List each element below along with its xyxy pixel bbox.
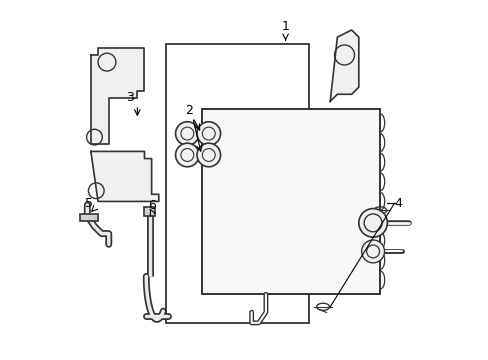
Bar <box>80 214 98 221</box>
Text: 2: 2 <box>185 104 193 117</box>
Text: 1: 1 <box>281 20 289 33</box>
Text: 3: 3 <box>126 91 134 104</box>
Circle shape <box>361 240 384 263</box>
Circle shape <box>175 143 199 167</box>
Circle shape <box>175 122 199 145</box>
Circle shape <box>358 208 386 237</box>
Text: 6: 6 <box>147 198 155 212</box>
Circle shape <box>197 122 220 145</box>
Polygon shape <box>91 152 159 202</box>
Bar <box>144 207 155 216</box>
Polygon shape <box>329 30 358 102</box>
Bar <box>201 109 380 294</box>
Circle shape <box>197 143 220 167</box>
Polygon shape <box>91 48 144 144</box>
Text: 5: 5 <box>85 197 93 210</box>
Bar <box>165 44 308 323</box>
Text: 4: 4 <box>393 197 401 210</box>
